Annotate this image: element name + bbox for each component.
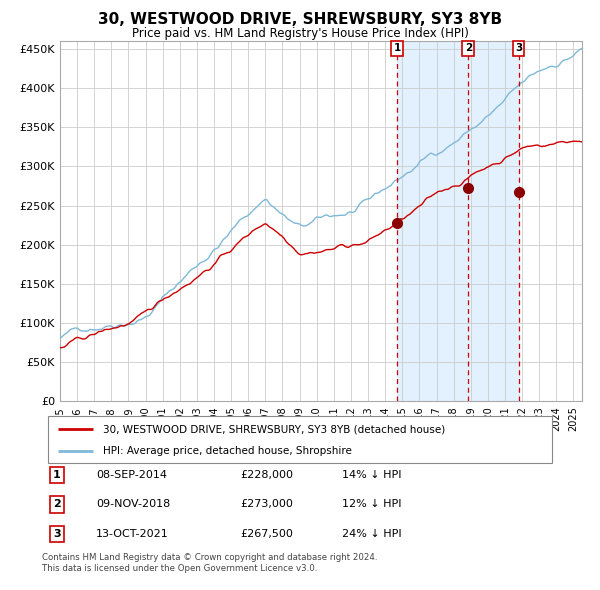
Text: 24% ↓ HPI: 24% ↓ HPI (342, 529, 401, 539)
Text: £267,500: £267,500 (240, 529, 293, 539)
Bar (397, 41, 518, 401)
Text: £228,000: £228,000 (240, 470, 293, 480)
Text: Price paid vs. HM Land Registry's House Price Index (HPI): Price paid vs. HM Land Registry's House … (131, 27, 469, 40)
Text: 14% ↓ HPI: 14% ↓ HPI (342, 470, 401, 480)
Text: 1: 1 (394, 43, 401, 53)
Text: This data is licensed under the Open Government Licence v3.0.: This data is licensed under the Open Gov… (42, 565, 317, 573)
Text: 1: 1 (53, 470, 61, 480)
Text: HPI: Average price, detached house, Shropshire: HPI: Average price, detached house, Shro… (103, 447, 352, 456)
Text: £273,000: £273,000 (240, 500, 293, 509)
Text: 08-SEP-2014: 08-SEP-2014 (96, 470, 167, 480)
Text: Contains HM Land Registry data © Crown copyright and database right 2024.: Contains HM Land Registry data © Crown c… (42, 553, 377, 562)
Text: 30, WESTWOOD DRIVE, SHREWSBURY, SY3 8YB: 30, WESTWOOD DRIVE, SHREWSBURY, SY3 8YB (98, 12, 502, 27)
Text: 12% ↓ HPI: 12% ↓ HPI (342, 500, 401, 509)
Text: 30, WESTWOOD DRIVE, SHREWSBURY, SY3 8YB (detached house): 30, WESTWOOD DRIVE, SHREWSBURY, SY3 8YB … (103, 424, 446, 434)
Text: 2: 2 (465, 43, 472, 53)
FancyBboxPatch shape (48, 416, 552, 463)
Text: 3: 3 (515, 43, 522, 53)
Text: 2: 2 (53, 500, 61, 509)
Text: 13-OCT-2021: 13-OCT-2021 (96, 529, 169, 539)
Text: 09-NOV-2018: 09-NOV-2018 (96, 500, 170, 509)
Text: 3: 3 (53, 529, 61, 539)
